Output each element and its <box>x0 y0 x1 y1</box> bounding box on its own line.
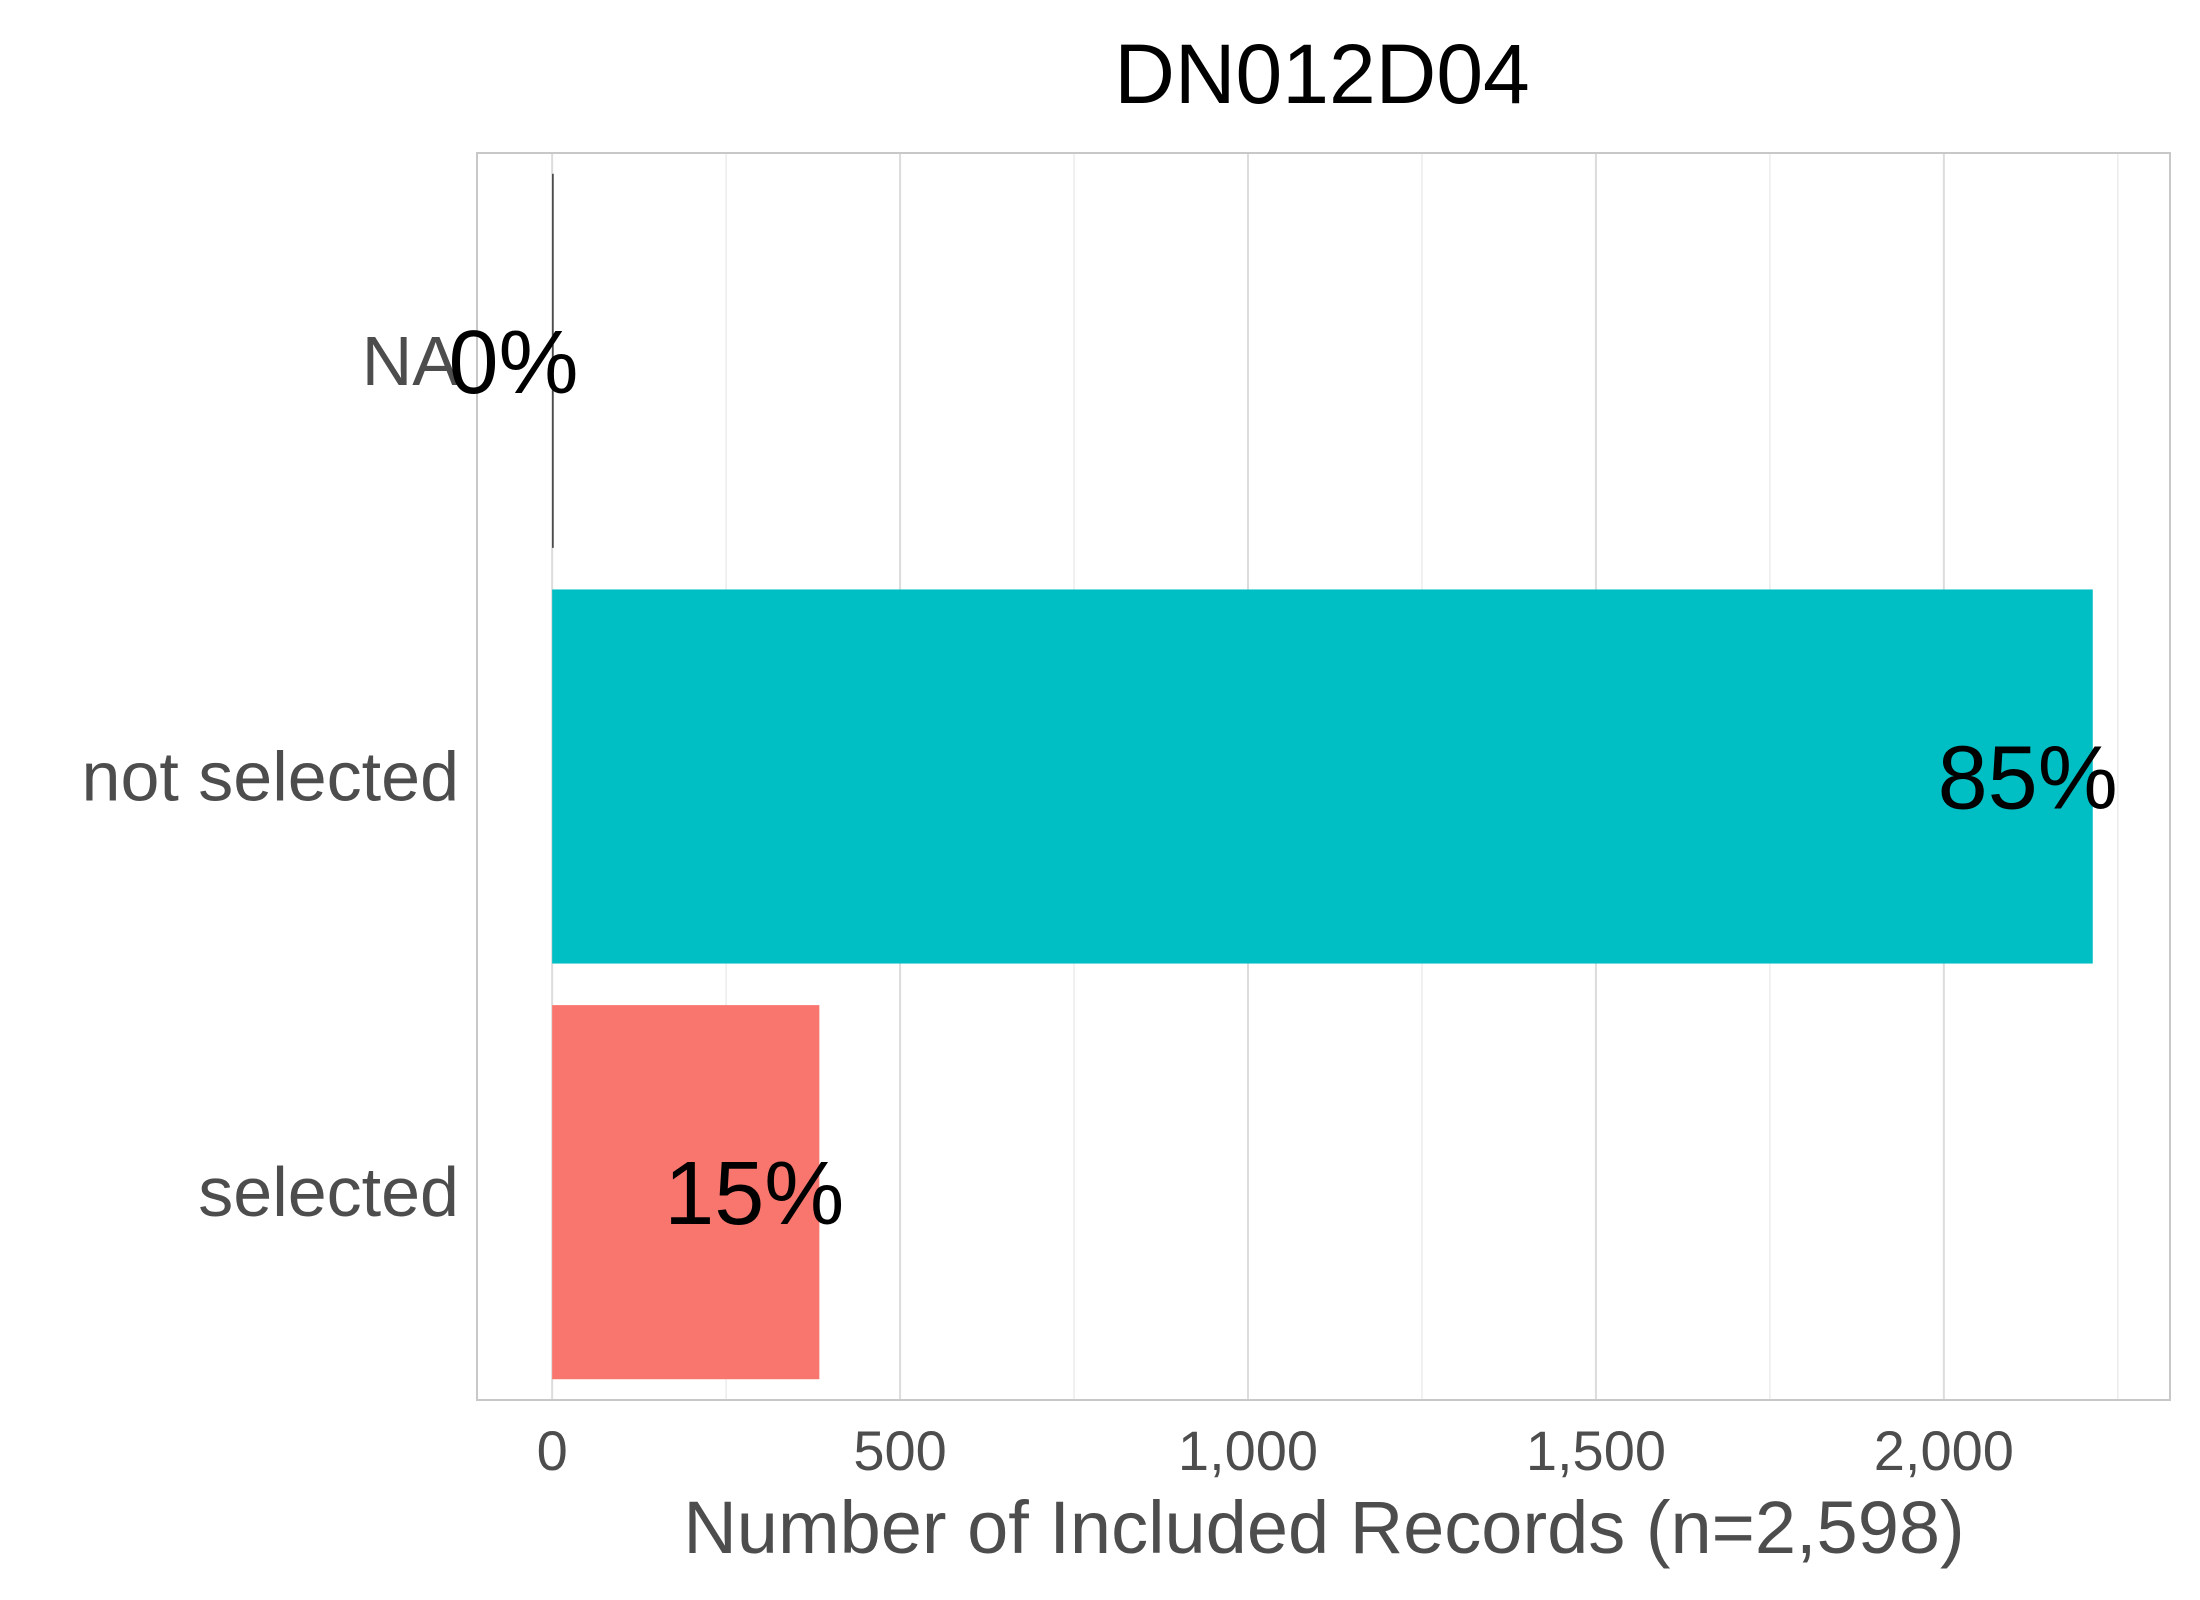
data-label: 0% <box>448 313 578 413</box>
data-labels: 0% 85% 15% <box>448 313 2117 1244</box>
data-label: 15% <box>664 1144 844 1244</box>
data-label: 85% <box>1938 729 2118 829</box>
y-axis-labels: NA not selected selected <box>82 322 460 1231</box>
category-label: NA <box>362 322 460 400</box>
bar-not-selected <box>552 589 2093 964</box>
x-tick-label: 2,000 <box>1874 1419 2014 1482</box>
x-tick-label: 1,500 <box>1526 1419 1666 1482</box>
category-label: not selected <box>82 738 459 816</box>
bars <box>552 173 2093 1380</box>
x-tick-label: 1,000 <box>1178 1419 1318 1482</box>
x-tick-label: 500 <box>853 1419 946 1482</box>
x-axis-title: Number of Included Records (n=2,598) <box>683 1486 1964 1569</box>
category-label: selected <box>198 1153 459 1231</box>
chart-title: DN012D04 <box>1114 27 1530 121</box>
x-tick-label: 0 <box>537 1419 568 1482</box>
bar-na <box>552 173 554 548</box>
bar-selected <box>552 1005 820 1380</box>
x-axis-ticks: 0 500 1,000 1,500 2,000 <box>537 1419 2014 1482</box>
plot-panel-border <box>476 152 2171 1401</box>
